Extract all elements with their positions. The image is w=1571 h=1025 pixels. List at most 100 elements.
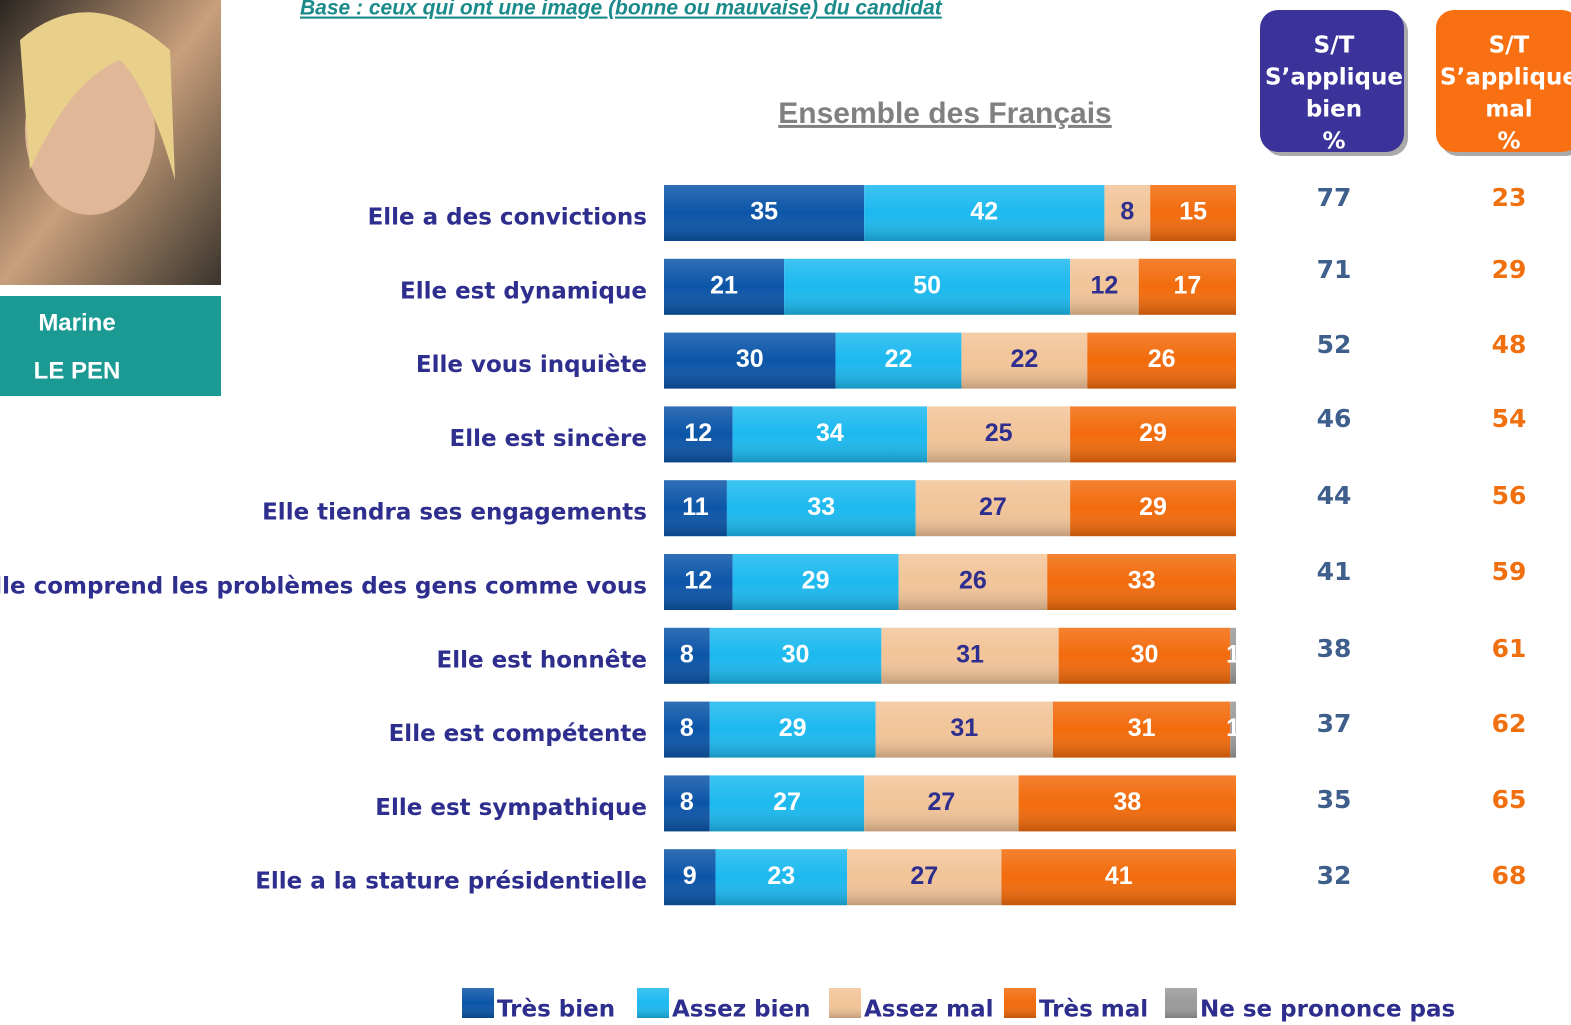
bar-shade [864, 775, 1019, 832]
value-label: 38 [1113, 788, 1141, 816]
value-label: 41 [1105, 862, 1133, 890]
value-label: 33 [1128, 567, 1156, 595]
bar-shade [664, 849, 716, 906]
value-label: 26 [1148, 345, 1176, 373]
total-value: 32 [1317, 861, 1352, 890]
legend-label: Assez bien [672, 997, 811, 1023]
category-label: Elle vous inquiète [416, 352, 647, 378]
bar-shade [881, 627, 1059, 684]
value-label: 15 [1179, 198, 1207, 226]
total-value: 52 [1317, 330, 1352, 359]
value-label: 12 [684, 567, 712, 595]
bar-shade [915, 480, 1071, 537]
bar-shade [664, 701, 710, 758]
bar-shade [835, 332, 962, 389]
legend-swatch-shade [829, 988, 861, 1018]
bar-shade [1150, 185, 1236, 241]
bar-shade [1052, 701, 1231, 758]
value-label: 27 [773, 788, 801, 816]
total-header-text: % [1497, 129, 1520, 155]
total-value: 44 [1317, 481, 1352, 510]
first-name: Marine [38, 309, 115, 336]
bar-shade [732, 406, 928, 463]
bar-shade [1070, 258, 1139, 315]
bar-shade [847, 849, 1002, 906]
total-value: 59 [1492, 557, 1527, 586]
value-label: 11 [682, 493, 709, 521]
bar-shade [1230, 627, 1236, 684]
total-header [1436, 10, 1571, 152]
bar-shade [709, 701, 876, 758]
category-label: Elle est honnête [437, 647, 648, 673]
legend-swatch-shade [462, 988, 494, 1018]
name-box [0, 296, 221, 396]
total-value: 38 [1317, 634, 1352, 663]
value-label: 31 [950, 714, 978, 742]
bar-shade [1138, 258, 1236, 315]
value-label: 9 [683, 862, 697, 890]
bar-shade [1070, 480, 1236, 537]
total-value: 56 [1492, 481, 1527, 510]
category-label: Elle est sympathique [375, 795, 647, 821]
category-label: Elle est sincère [450, 426, 648, 452]
legend-label: Très mal [1039, 997, 1148, 1023]
value-label: 27 [979, 493, 1007, 521]
value-label: 1 [1226, 640, 1240, 668]
category-label: Elle comprend les problèmes des gens com… [0, 574, 647, 600]
value-label: 29 [779, 714, 807, 742]
bar-shade [1058, 627, 1231, 684]
bar-shade [715, 849, 848, 906]
value-label: 30 [782, 640, 810, 668]
value-label: 26 [959, 567, 987, 595]
total-value: 62 [1492, 709, 1527, 738]
chart-title: Ensemble des Français [778, 97, 1112, 130]
bar-shade [664, 775, 710, 832]
total-header-text: S’applique [1440, 65, 1571, 91]
bar-shade [664, 258, 785, 315]
bar-shade [664, 406, 733, 463]
bar-shade [875, 701, 1053, 758]
value-label: 8 [680, 788, 694, 816]
value-label: 34 [816, 419, 844, 447]
value-label: 29 [1139, 419, 1167, 447]
bar-shade [664, 185, 865, 241]
legend-label: Assez mal [864, 997, 994, 1023]
value-label: 27 [928, 788, 956, 816]
bar-shade [726, 480, 916, 537]
bar-shade [664, 627, 710, 684]
value-label: 8 [680, 640, 694, 668]
bar-shade [864, 185, 1105, 241]
total-value: 35 [1317, 785, 1352, 814]
category-label: Elle est compétente [389, 721, 647, 747]
bar-shade [961, 332, 1088, 389]
legend-swatch-shade [1004, 988, 1036, 1018]
total-value: 48 [1492, 330, 1527, 359]
category-label: Elle est dynamique [400, 278, 647, 304]
bar-shade [1087, 332, 1236, 389]
total-value: 61 [1492, 634, 1527, 663]
value-label: 30 [1131, 640, 1159, 668]
bar-shade [732, 554, 899, 610]
value-label: 27 [910, 862, 938, 890]
total-value: 41 [1317, 557, 1352, 586]
total-value: 54 [1492, 404, 1527, 433]
total-value: 65 [1492, 785, 1527, 814]
total-value: 68 [1492, 861, 1527, 890]
value-label: 33 [807, 493, 835, 521]
total-value: 23 [1492, 183, 1527, 212]
photo-hair [20, 12, 175, 180]
legend-label: Ne se prononce pas [1200, 997, 1455, 1023]
value-label: 23 [767, 862, 795, 890]
total-value: 46 [1317, 404, 1352, 433]
legend-swatch-shade [1165, 988, 1197, 1018]
total-header-text: S’applique [1265, 65, 1403, 91]
category-label: Elle a des convictions [368, 205, 647, 231]
bar-shade [1070, 406, 1236, 463]
subtitle: Base : ceux qui ont une image (bonne ou … [300, 0, 943, 20]
value-label: 12 [1091, 271, 1119, 299]
bar-shade [898, 554, 1048, 610]
value-label: 30 [736, 345, 764, 373]
value-label: 17 [1173, 271, 1201, 299]
value-label: 42 [970, 198, 998, 226]
value-label: 8 [680, 714, 694, 742]
